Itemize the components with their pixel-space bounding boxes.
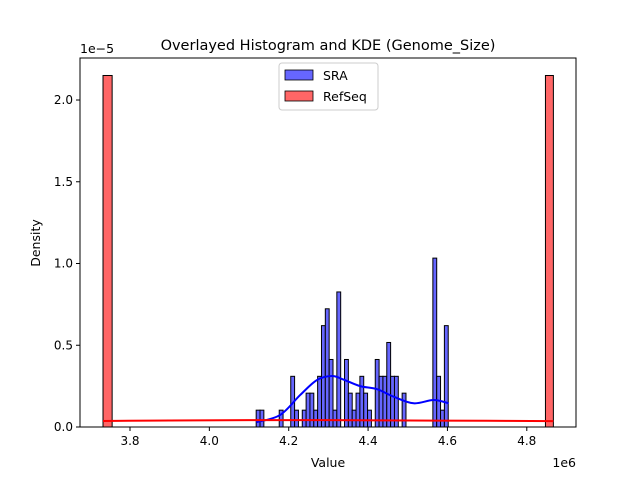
- y-axis: 0.0 0.5 1.0 1.5 2.0: [54, 93, 80, 434]
- y-tick-label: 0.5: [54, 338, 73, 352]
- refseq-bar: [102, 74, 113, 428]
- sra-bar: [344, 358, 349, 428]
- refseq-kde-line: [103, 419, 554, 423]
- plot-frame: [79, 57, 577, 428]
- x-tick-label: 4.0: [200, 434, 219, 448]
- sra-bar: [351, 409, 357, 428]
- x-axis: 3.8 4.0 4.2 4.4 4.6 4.8: [120, 427, 536, 448]
- sra-bar: [259, 409, 265, 428]
- y-offset-label: 1e−5: [80, 41, 114, 56]
- sra-bar: [294, 409, 299, 428]
- sra-bar: [386, 341, 392, 428]
- sra-bar: [328, 358, 334, 428]
- sra-bar: [313, 409, 319, 428]
- sra-bar: [401, 392, 407, 428]
- sra-bars: [255, 257, 449, 428]
- legend-swatch-sra: [284, 69, 314, 81]
- sra-bar: [255, 409, 261, 428]
- y-tick-label: 0.0: [54, 420, 73, 434]
- sra-bar: [305, 392, 311, 428]
- legend-label-sra: SRA: [323, 68, 348, 83]
- sra-bar: [393, 375, 399, 428]
- y-tick-label: 1.5: [54, 175, 73, 189]
- sra-bar: [355, 392, 361, 428]
- y-tick-label: 2.0: [54, 93, 73, 107]
- sra-bar: [324, 308, 330, 428]
- legend-label-refseq: RefSeq: [323, 89, 367, 104]
- refseq-bar: [544, 74, 554, 428]
- sra-kde-line: [255, 374, 449, 424]
- sra-bar: [336, 291, 342, 428]
- x-tick-label: 4.8: [517, 434, 536, 448]
- x-tick-label: 4.2: [279, 434, 298, 448]
- sra-bar: [443, 325, 449, 428]
- sra-bar: [374, 358, 380, 428]
- sra-bar: [440, 409, 445, 428]
- sra-bar: [347, 392, 353, 428]
- sra-bar: [301, 409, 307, 428]
- x-offset-label: 1e6: [552, 455, 576, 470]
- x-tick-label: 4.4: [359, 434, 378, 448]
- sra-bar: [332, 409, 338, 428]
- y-tick-label: 1.0: [54, 257, 73, 271]
- sra-bar: [309, 392, 315, 428]
- legend-swatch-refseq: [284, 90, 314, 102]
- x-tick-label: 3.8: [120, 434, 139, 448]
- kde-lines: [103, 374, 554, 424]
- sra-bar: [363, 392, 369, 428]
- legend: SRA RefSeq: [278, 62, 379, 111]
- x-axis-label: Value: [311, 455, 346, 470]
- sra-bar: [432, 257, 438, 428]
- sra-bar: [367, 409, 372, 428]
- y-axis-label: Density: [28, 219, 43, 267]
- chart-title: Overlayed Histogram and KDE (Genome_Size…: [161, 38, 496, 54]
- x-tick-label: 4.6: [438, 434, 457, 448]
